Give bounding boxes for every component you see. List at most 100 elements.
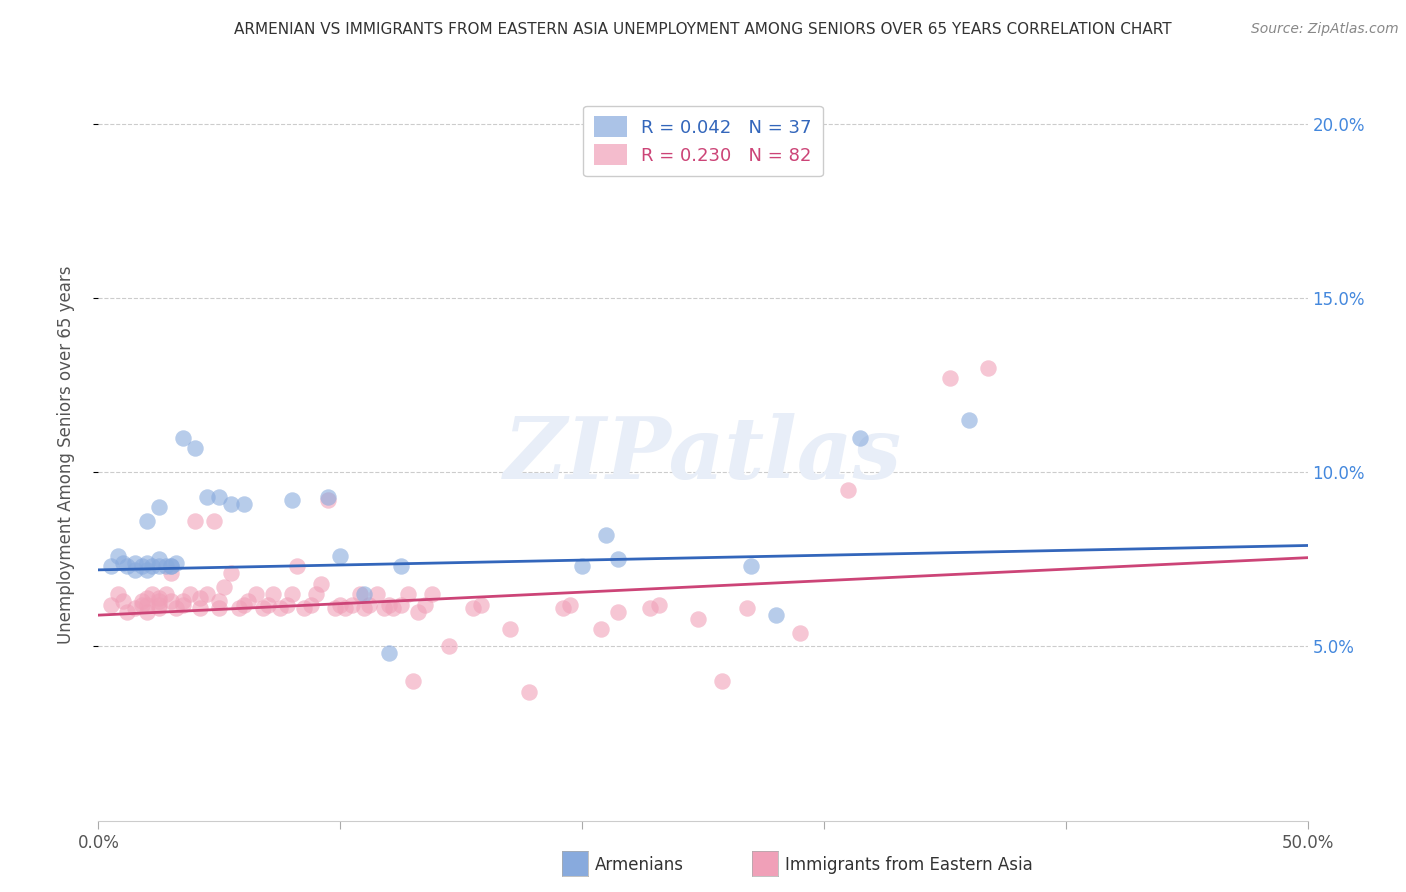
Point [172,598,194,612]
Point [437,640,460,654]
Point [232,598,254,612]
Point [389,559,412,574]
Point [111,556,134,570]
Point [100,598,122,612]
Point [100,559,122,574]
Point [232,497,254,511]
Point [195,490,218,504]
Point [131,594,153,608]
Point [638,601,661,615]
Point [165,601,187,615]
Point [607,605,630,619]
Point [595,528,617,542]
Point [765,608,787,623]
Point [735,601,758,615]
Point [160,559,183,574]
Point [276,598,298,612]
Point [325,601,347,615]
Point [148,552,170,566]
Point [148,598,170,612]
Y-axis label: Unemployment Among Seniors over 65 years: Unemployment Among Seniors over 65 years [56,266,75,644]
Point [141,587,163,601]
Point [648,598,671,612]
Point [373,601,395,615]
Point [366,587,388,601]
Point [413,598,436,612]
Point [107,549,129,563]
Text: ZIPatlas: ZIPatlas [503,413,903,497]
Point [316,490,339,504]
Text: ARMENIAN VS IMMIGRANTS FROM EASTERN ASIA UNEMPLOYMENT AMONG SENIORS OVER 65 YEAR: ARMENIAN VS IMMIGRANTS FROM EASTERN ASIA… [235,22,1171,37]
Point [212,580,235,594]
Point [135,556,157,570]
Point [184,441,207,455]
Point [402,674,425,689]
Point [342,598,364,612]
Point [141,559,163,574]
Point [957,413,980,427]
Point [117,605,139,619]
Point [221,497,243,511]
Point [172,594,194,608]
Point [252,601,274,615]
Point [938,371,960,385]
Point [111,594,134,608]
Point [184,514,207,528]
Point [498,622,520,636]
Point [135,605,157,619]
Point [281,493,304,508]
Point [148,591,170,605]
Point [269,601,291,615]
Point [517,685,540,699]
Point [160,594,183,608]
Point [607,552,630,566]
Point [420,587,443,601]
Point [305,587,328,601]
Point [329,549,352,563]
Point [558,598,581,612]
Point [155,559,177,574]
Point [299,598,322,612]
Point [131,598,153,612]
Point [377,598,399,612]
Point [148,594,170,608]
Point [238,594,260,608]
Point [281,587,304,601]
Point [228,601,250,615]
Point [396,587,419,601]
Point [333,601,356,615]
Point [160,566,183,581]
Point [135,598,157,612]
Point [292,601,315,615]
Text: Immigrants from Eastern Asia: Immigrants from Eastern Asia [785,856,1032,874]
Point [463,601,485,615]
Point [571,559,593,574]
Point [377,647,399,661]
Point [316,493,339,508]
Point [117,559,139,574]
Point [124,601,146,615]
Point [135,591,157,605]
Point [208,601,231,615]
Point [285,559,308,574]
Point [195,587,218,601]
Point [208,594,231,608]
Point [551,601,574,615]
Point [204,514,226,528]
Point [172,430,194,444]
Point [740,559,762,574]
Point [148,559,170,574]
Point [188,591,211,605]
Point [591,622,613,636]
Point [188,601,211,615]
Point [135,563,157,577]
Point [135,514,157,528]
Point [124,556,146,570]
Point [155,587,177,601]
Point [353,587,375,601]
Point [179,587,201,601]
Text: Armenians: Armenians [595,856,683,874]
Point [131,559,153,574]
Point [208,490,231,504]
Point [837,483,859,497]
